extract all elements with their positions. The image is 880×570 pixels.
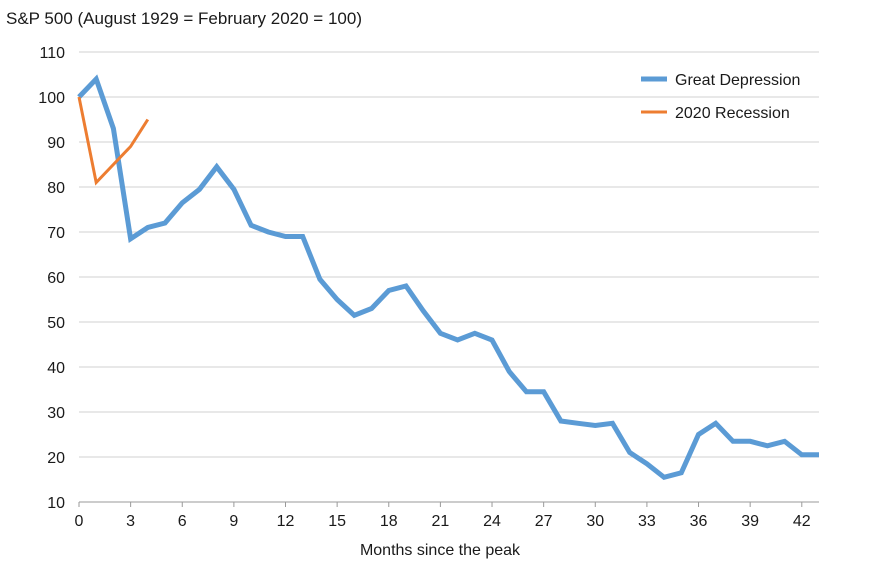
y-tick-label: 50 — [47, 315, 65, 332]
x-tick-label: 33 — [638, 513, 656, 530]
series-lines — [77, 74, 819, 481]
x-tick-label: 18 — [380, 513, 398, 530]
legend: Great Depression 2020 Recession — [641, 72, 800, 122]
x-tick-label: 9 — [229, 513, 238, 530]
x-tick-label: 39 — [741, 513, 759, 530]
y-tick-label: 70 — [47, 225, 65, 242]
y-tick-label: 30 — [47, 405, 65, 422]
x-tick-label: 27 — [535, 513, 553, 530]
x-tick-label: 0 — [75, 513, 84, 530]
legend-label: Great Depression — [675, 72, 800, 89]
x-tick-label: 21 — [431, 513, 449, 530]
x-tick-label: 3 — [126, 513, 135, 530]
y-tick-label: 80 — [47, 180, 65, 197]
legend-label: 2020 Recession — [675, 105, 790, 122]
x-tick-label: 30 — [586, 513, 604, 530]
y-tick-label: 10 — [47, 495, 65, 512]
x-axis-ticks: 0 3 6 9 12 15 18 21 24 27 30 33 36 39 42 — [75, 502, 811, 530]
x-axis-label: Months since the peak — [359, 542, 521, 559]
x-tick-label: 15 — [328, 513, 346, 530]
y-tick-label: 90 — [47, 135, 65, 152]
y-tick-label: 60 — [47, 270, 65, 287]
x-tick-label: 36 — [690, 513, 708, 530]
y-tick-label: 110 — [39, 45, 65, 62]
series-line-2020-recession — [77, 96, 150, 186]
chart-title: S&P 500 (August 1929 = February 2020 = 1… — [6, 9, 362, 28]
y-axis-ticks: 10 20 30 40 50 60 70 80 90 100 110 — [38, 45, 65, 512]
y-tick-label: 40 — [47, 360, 65, 377]
x-tick-label: 42 — [793, 513, 811, 530]
x-tick-label: 12 — [277, 513, 295, 530]
x-tick-label: 24 — [483, 513, 501, 530]
series-line-great-depression — [77, 74, 819, 481]
gridlines — [79, 51, 819, 503]
y-tick-label: 20 — [47, 450, 65, 467]
x-tick-label: 6 — [178, 513, 187, 530]
y-tick-label: 100 — [38, 90, 65, 107]
